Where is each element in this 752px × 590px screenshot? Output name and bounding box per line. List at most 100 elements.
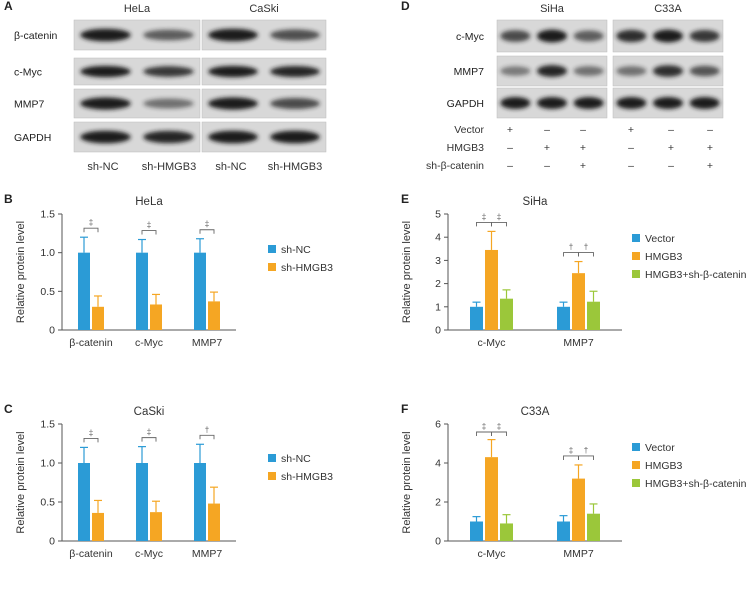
- blot-band: [208, 28, 258, 42]
- panel-d-western-blot: D SiHa C33A c-Myc MMP7 GAPDH Vector + – – + – – HMGB3…: [401, 0, 724, 172]
- blot-band: [270, 29, 320, 41]
- blot-band: [500, 30, 531, 42]
- legend-label: sh-NC: [281, 453, 311, 465]
- y-tick-label: 3: [435, 255, 441, 267]
- legend-swatch: [268, 263, 276, 271]
- blot-band: [616, 66, 647, 76]
- panel-d-condition-mark: –: [668, 160, 674, 172]
- x-tick-label: β-catenin: [69, 548, 113, 560]
- significance-bracket: [476, 221, 492, 227]
- blot-band: [80, 28, 131, 42]
- panel-d-group-label: SiHa: [540, 3, 565, 15]
- panel-letter-f: F: [401, 402, 408, 416]
- y-tick-label: 0.5: [40, 497, 55, 509]
- y-axis-label: Relative protein level: [15, 221, 27, 323]
- panel-d-condition-mark: +: [580, 142, 586, 154]
- blot-band: [536, 97, 568, 109]
- legend-swatch: [632, 479, 640, 487]
- blot-band: [689, 29, 720, 43]
- blot-band: [270, 65, 320, 78]
- significance-bracket: [83, 227, 99, 233]
- legend-label: HMGB3: [645, 460, 683, 472]
- significance-mark: ‡: [482, 421, 487, 431]
- significance-mark: ‡: [147, 220, 152, 230]
- panel-a-lane-label: sh-NC: [215, 161, 246, 173]
- significance-mark: ‡: [147, 427, 152, 437]
- blot-band: [616, 29, 647, 43]
- chart-c: C CaSki 0 0.5 1.0 1.5 Relative protein level β-…: [4, 402, 333, 560]
- blot-band: [652, 29, 684, 43]
- significance-mark: ‡: [205, 219, 210, 229]
- chart-title: SiHa: [523, 196, 549, 208]
- significance-mark: ‡: [569, 445, 574, 455]
- significance-bracket: [199, 229, 215, 234]
- x-tick-label: MMP7: [563, 337, 593, 349]
- panel-d-condition-mark: +: [507, 124, 513, 136]
- significance-bracket: [491, 431, 507, 436]
- bar-sh-nc: [78, 252, 90, 330]
- legend-swatch: [632, 252, 640, 260]
- x-tick-label: c-Myc: [135, 548, 163, 560]
- panel-d-condition-mark: –: [707, 124, 713, 136]
- chart-title: CaSki: [134, 406, 165, 418]
- x-tick-label: c-Myc: [135, 337, 163, 349]
- panel-d-protein-label: MMP7: [454, 66, 484, 78]
- y-tick-label: 1.0: [40, 458, 55, 470]
- y-axis-label: Relative protein level: [15, 431, 27, 533]
- panel-d-condition-mark: +: [544, 142, 550, 154]
- panel-d-condition-mark: –: [580, 124, 586, 136]
- y-tick-label: 0: [435, 325, 441, 337]
- blot-band: [689, 97, 720, 109]
- bar-sh-hmgb3: [208, 301, 220, 330]
- blot-band: [573, 97, 604, 109]
- y-tick-label: 0: [49, 325, 55, 337]
- legend-swatch: [632, 270, 640, 278]
- panel-a-protein-label: GAPDH: [14, 132, 51, 144]
- bar-sh-nc: [136, 463, 148, 541]
- legend-label: HMGB3: [645, 251, 683, 263]
- y-tick-label: 4: [435, 458, 441, 470]
- panel-d-protein-label: c-Myc: [456, 31, 484, 43]
- y-tick-label: 2: [435, 278, 441, 290]
- y-tick-label: 0: [435, 536, 441, 548]
- bar-sh-hmgb3: [92, 306, 104, 330]
- significance-bracket: [476, 431, 492, 436]
- panel-d-condition-mark: –: [507, 142, 513, 154]
- blot-band: [270, 130, 320, 144]
- y-tick-label: 5: [435, 209, 441, 221]
- bar-vector: [470, 306, 483, 330]
- legend-swatch: [268, 454, 276, 462]
- significance-mark: †: [569, 242, 574, 252]
- panel-letter-d: D: [401, 0, 410, 13]
- bar-vector: [557, 306, 570, 330]
- panel-d-condition-mark: –: [507, 160, 513, 172]
- y-tick-label: 6: [435, 419, 441, 431]
- blot-band: [500, 66, 531, 76]
- significance-bracket: [491, 221, 507, 227]
- significance-mark: †: [584, 445, 589, 455]
- bar-sh-hmgb3: [150, 512, 162, 541]
- bar-hmgb3: [485, 457, 498, 541]
- panel-d-condition-mark: –: [628, 160, 634, 172]
- blot-band: [80, 65, 131, 78]
- blot-band: [80, 97, 131, 110]
- y-tick-label: 2: [435, 497, 441, 509]
- bar-sh-hmgb3: [208, 503, 220, 541]
- x-tick-label: c-Myc: [478, 548, 506, 560]
- significance-bracket: [563, 455, 579, 460]
- significance-bracket: [141, 437, 157, 442]
- panel-letter-a: A: [4, 0, 13, 13]
- panel-a-lane-label: sh-NC: [87, 161, 118, 173]
- significance-mark: †: [205, 424, 210, 434]
- y-tick-label: 4: [435, 232, 441, 244]
- blot-band: [573, 30, 604, 42]
- y-tick-label: 0.5: [40, 286, 55, 298]
- panel-d-condition-mark: –: [544, 160, 550, 172]
- bar-sh-nc: [78, 463, 90, 541]
- significance-bracket: [199, 434, 215, 440]
- x-tick-label: MMP7: [192, 548, 222, 560]
- legend-swatch: [268, 472, 276, 480]
- y-tick-label: 0: [49, 536, 55, 548]
